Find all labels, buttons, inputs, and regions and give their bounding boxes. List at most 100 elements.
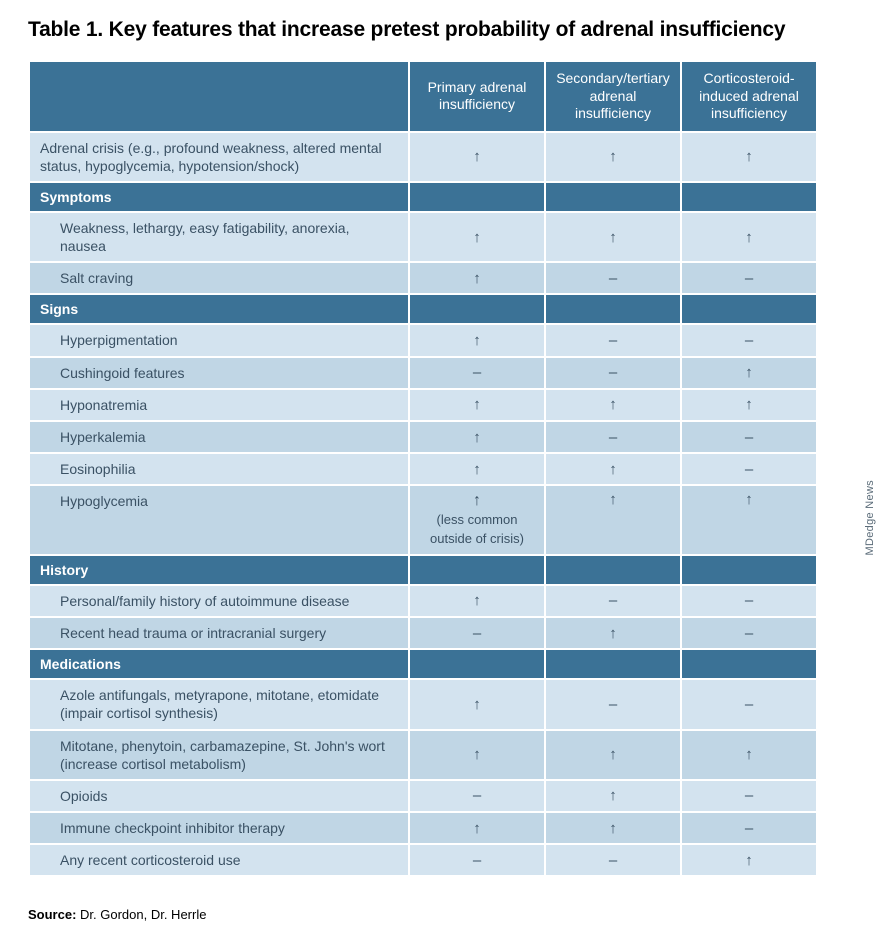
- cell-value: –: [545, 262, 681, 294]
- cell-value: –: [681, 453, 817, 485]
- section-header-history: History: [29, 555, 817, 585]
- table-row: Hyperkalemia ↑ – –: [29, 421, 817, 453]
- cell-value: –: [409, 617, 545, 649]
- section-empty: [409, 182, 545, 212]
- source-names: Dr. Gordon, Dr. Herrle: [76, 907, 206, 922]
- cell-value: –: [545, 324, 681, 356]
- section-header-medications: Medications: [29, 649, 817, 679]
- page-container: Table 1. Key features that increase pret…: [0, 0, 888, 940]
- table-row: Hyperpigmentation ↑ – –: [29, 324, 817, 356]
- cell-value: ↑: [545, 132, 681, 182]
- section-header-signs: Signs: [29, 294, 817, 324]
- cell-value: ↑: [409, 212, 545, 262]
- header-blank: [29, 61, 409, 132]
- cell-value: –: [545, 357, 681, 389]
- row-label: Eosinophilia: [29, 453, 409, 485]
- section-empty: [545, 555, 681, 585]
- table-row: Azole antifungals, metyrapone, mitotane,…: [29, 679, 817, 729]
- section-empty: [409, 555, 545, 585]
- section-empty: [681, 182, 817, 212]
- table-title: Table 1. Key features that increase pret…: [28, 18, 852, 42]
- cell-value: –: [545, 679, 681, 729]
- cell-value: ↑: [545, 780, 681, 812]
- section-header-symptoms: Symptoms: [29, 182, 817, 212]
- section-empty: [409, 294, 545, 324]
- cell-value: ↑: [681, 357, 817, 389]
- cell-subnote: (less common outside of crisis): [420, 511, 534, 547]
- cell-value: ↑: [545, 812, 681, 844]
- cell-value: ↑: [409, 389, 545, 421]
- header-col-corticosteroid: Corticosteroid-induced adrenal insuffici…: [681, 61, 817, 132]
- cell-value: –: [681, 679, 817, 729]
- section-empty: [545, 649, 681, 679]
- cell-value: ↑: [545, 485, 681, 554]
- cell-value: ↑: [409, 730, 545, 780]
- features-table: Primary adrenal insufficiency Secondary/…: [28, 60, 818, 877]
- cell-value: ↑: [409, 679, 545, 729]
- section-empty: [681, 294, 817, 324]
- cell-value: –: [681, 421, 817, 453]
- table-row: Hyponatremia ↑ ↑ ↑: [29, 389, 817, 421]
- cell-value: ↑ (less common outside of crisis): [409, 485, 545, 554]
- row-label: Personal/family history of autoimmune di…: [29, 585, 409, 617]
- source-label: Source:: [28, 907, 76, 922]
- cell-value: –: [681, 262, 817, 294]
- table-row: Recent head trauma or intracranial surge…: [29, 617, 817, 649]
- row-label: Mitotane, phenytoin, carbamazepine, St. …: [29, 730, 409, 780]
- table-row: Cushingoid features – – ↑: [29, 357, 817, 389]
- source-line: Source: Dr. Gordon, Dr. Herrle: [28, 907, 852, 922]
- row-label: Adrenal crisis (e.g., profound weakness,…: [29, 132, 409, 182]
- cell-value: ↑: [681, 485, 817, 554]
- cell-value: ↑: [681, 212, 817, 262]
- watermark-text: MDedge News: [864, 480, 876, 555]
- cell-value: ↑: [409, 585, 545, 617]
- table-row: Any recent corticosteroid use – – ↑: [29, 844, 817, 876]
- cell-value: ↑: [545, 730, 681, 780]
- cell-value: –: [681, 617, 817, 649]
- cell-value: ↑: [545, 617, 681, 649]
- table-row: Salt craving ↑ – –: [29, 262, 817, 294]
- row-label: Cushingoid features: [29, 357, 409, 389]
- row-label: Hypoglycemia: [29, 485, 409, 554]
- table-row: Hypoglycemia ↑ (less common outside of c…: [29, 485, 817, 554]
- table-row: Eosinophilia ↑ ↑ –: [29, 453, 817, 485]
- cell-value: –: [409, 357, 545, 389]
- cell-value: –: [681, 324, 817, 356]
- table-row: Adrenal crisis (e.g., profound weakness,…: [29, 132, 817, 182]
- cell-value: ↑: [545, 453, 681, 485]
- cell-value: –: [409, 780, 545, 812]
- row-label: Hyperkalemia: [29, 421, 409, 453]
- section-empty: [681, 555, 817, 585]
- cell-value: ↑: [409, 812, 545, 844]
- section-label: Symptoms: [29, 182, 409, 212]
- section-empty: [545, 182, 681, 212]
- cell-value: –: [681, 585, 817, 617]
- cell-value: –: [409, 844, 545, 876]
- cell-value: ↑: [681, 730, 817, 780]
- cell-value: –: [681, 812, 817, 844]
- cell-value: ↑: [681, 844, 817, 876]
- section-empty: [681, 649, 817, 679]
- row-label: Opioids: [29, 780, 409, 812]
- table-row: Personal/family history of autoimmune di…: [29, 585, 817, 617]
- cell-value: ↑: [545, 389, 681, 421]
- section-label: Signs: [29, 294, 409, 324]
- table-row: Opioids – ↑ –: [29, 780, 817, 812]
- row-label: Immune checkpoint inhibitor therapy: [29, 812, 409, 844]
- cell-value: ↑: [409, 262, 545, 294]
- header-col-secondary: Secondary/tertiary adrenal insufficiency: [545, 61, 681, 132]
- header-col-primary: Primary adrenal insufficiency: [409, 61, 545, 132]
- row-label: Azole antifungals, metyrapone, mitotane,…: [29, 679, 409, 729]
- row-label: Hyperpigmentation: [29, 324, 409, 356]
- row-label: Any recent corticosteroid use: [29, 844, 409, 876]
- table-header-row: Primary adrenal insufficiency Secondary/…: [29, 61, 817, 132]
- cell-value: ↑: [409, 421, 545, 453]
- cell-value: –: [545, 421, 681, 453]
- cell-value: –: [545, 844, 681, 876]
- row-label: Weakness, lethargy, easy fatigability, a…: [29, 212, 409, 262]
- row-label: Salt craving: [29, 262, 409, 294]
- table-row: Weakness, lethargy, easy fatigability, a…: [29, 212, 817, 262]
- section-empty: [545, 294, 681, 324]
- cell-value: ↑: [409, 453, 545, 485]
- table-row: Mitotane, phenytoin, carbamazepine, St. …: [29, 730, 817, 780]
